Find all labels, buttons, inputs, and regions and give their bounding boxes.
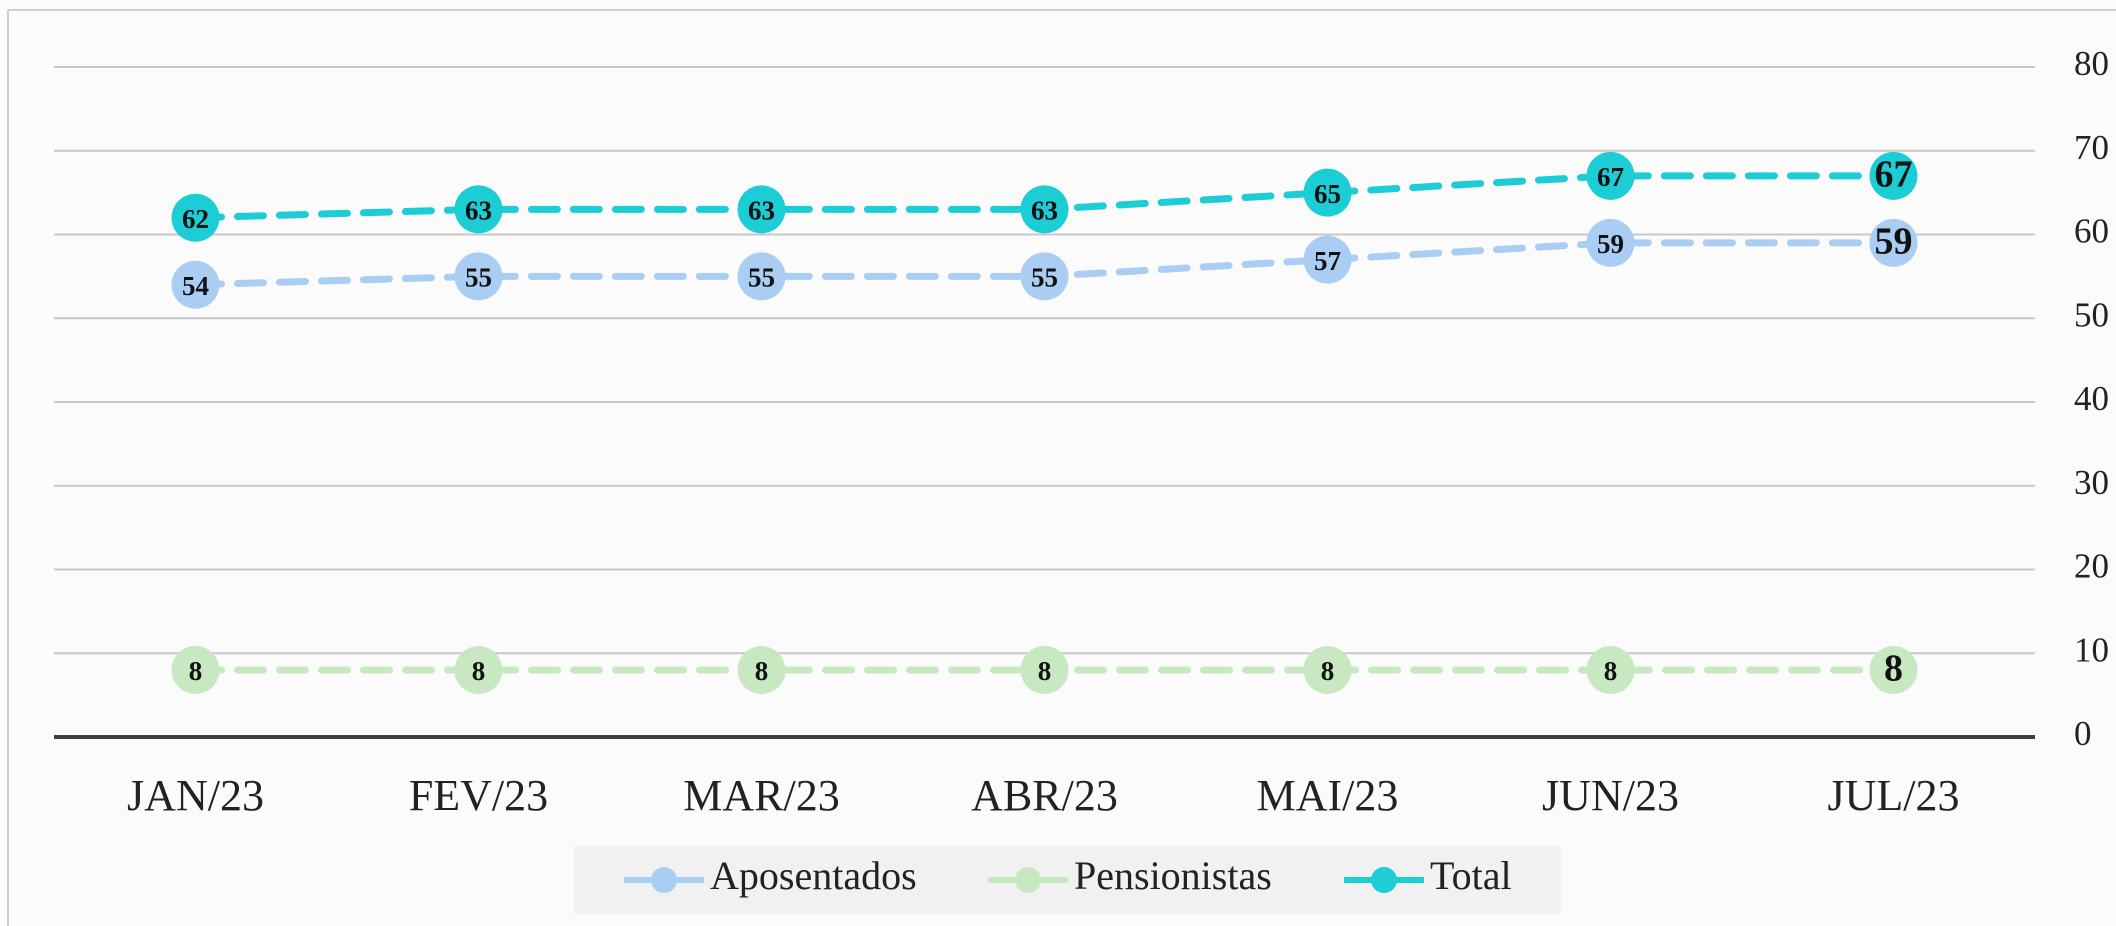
data-label: 55	[748, 263, 775, 293]
marker	[171, 193, 220, 242]
data-label: 8	[1321, 656, 1335, 686]
data-label: 59	[1597, 229, 1624, 259]
marker	[1869, 218, 1918, 267]
y-tick-label: 0	[2074, 714, 2092, 753]
marker	[1303, 168, 1352, 217]
data-label: 59	[1875, 221, 1913, 263]
marker	[737, 185, 786, 234]
marker	[171, 646, 220, 694]
y-tick-label: 60	[2074, 212, 2109, 251]
legend-swatch-marker	[651, 867, 677, 893]
marker	[454, 252, 503, 301]
legend-swatch-marker	[1371, 867, 1397, 893]
y-tick-label: 40	[2074, 379, 2109, 418]
data-label: 62	[182, 204, 209, 234]
data-label: 55	[465, 263, 492, 293]
data-label: 8	[1604, 656, 1618, 686]
data-label: 8	[189, 656, 203, 686]
marker	[1020, 185, 1069, 234]
marker	[1586, 218, 1635, 267]
data-label: 8	[755, 656, 769, 686]
marker	[1303, 646, 1352, 694]
x-tick-label: FEV/23	[409, 771, 548, 820]
data-label: 63	[748, 196, 775, 226]
marker	[737, 646, 786, 694]
legend-label: Total	[1430, 853, 1512, 898]
data-label: 57	[1314, 246, 1341, 276]
x-tick-label: JUN/23	[1542, 771, 1679, 820]
data-label: 8	[1884, 648, 1903, 690]
legend-swatch-marker	[1015, 867, 1041, 893]
data-label: 67	[1597, 162, 1624, 192]
x-tick-label: MAI/23	[1257, 771, 1399, 820]
data-label: 55	[1031, 263, 1058, 293]
data-label: 8	[472, 656, 486, 686]
marker	[454, 646, 503, 694]
marker	[737, 252, 786, 301]
y-tick-label: 30	[2074, 463, 2109, 502]
marker	[1020, 252, 1069, 301]
marker	[1586, 151, 1635, 200]
y-tick-label: 20	[2074, 547, 2109, 586]
data-label: 65	[1314, 179, 1341, 209]
legend-label: Pensionistas	[1074, 853, 1272, 898]
data-label: 67	[1875, 154, 1913, 196]
marker	[1303, 235, 1352, 284]
x-tick-label: ABR/23	[971, 771, 1118, 820]
y-tick-label: 70	[2074, 128, 2109, 167]
marker	[1586, 646, 1635, 694]
marker	[1020, 646, 1069, 694]
marker	[1869, 646, 1918, 694]
marker	[1869, 151, 1918, 200]
y-tick-label: 10	[2074, 630, 2109, 669]
y-tick-label: 50	[2074, 295, 2109, 334]
marker	[171, 260, 220, 309]
x-tick-label: MAR/23	[683, 771, 839, 820]
y-tick-label: 80	[2074, 44, 2109, 83]
x-tick-label: JUL/23	[1828, 771, 1960, 820]
x-tick-label: JAN/23	[127, 771, 264, 820]
data-label: 63	[1031, 196, 1058, 226]
marker	[454, 185, 503, 234]
data-label: 54	[182, 271, 209, 301]
legend-label: Aposentados	[710, 853, 917, 898]
data-label: 63	[465, 196, 492, 226]
data-label: 8	[1038, 656, 1052, 686]
